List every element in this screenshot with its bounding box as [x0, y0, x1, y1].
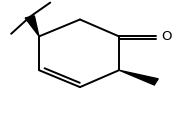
Polygon shape — [120, 70, 158, 85]
Text: O: O — [161, 30, 171, 43]
Polygon shape — [25, 16, 39, 36]
